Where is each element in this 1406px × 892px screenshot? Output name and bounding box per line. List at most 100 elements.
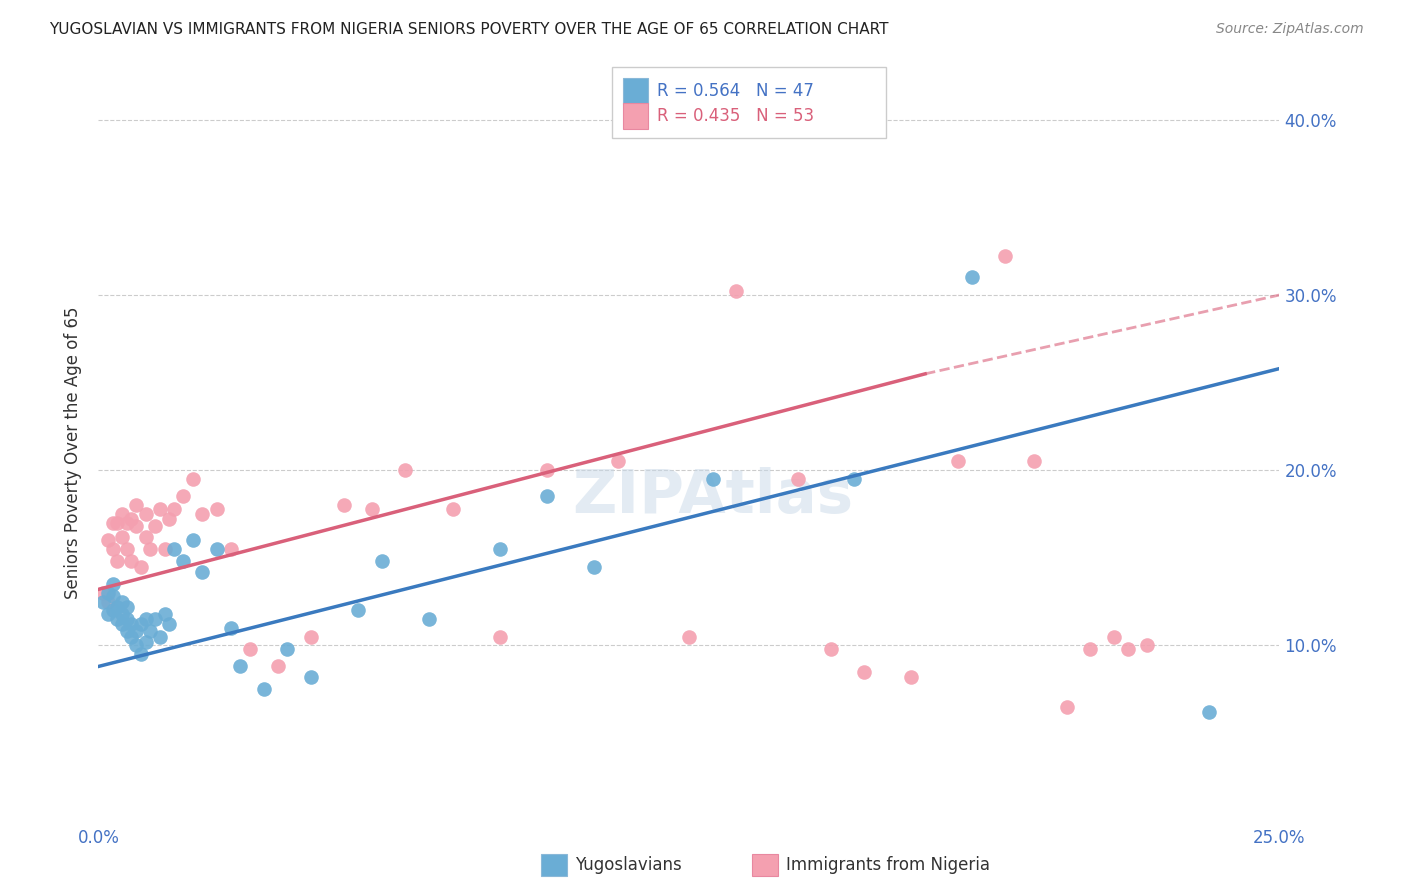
Point [135, 507, 157, 521]
Point [172, 490, 194, 504]
Point [111, 530, 134, 544]
Point [394, 463, 416, 477]
Point [143, 519, 166, 533]
Point [135, 530, 157, 544]
Point [97, 533, 120, 548]
Point [121, 617, 143, 632]
Point [1102, 630, 1125, 644]
Point [157, 512, 180, 526]
Point [101, 603, 124, 617]
Text: Immigrants from Nigeria: Immigrants from Nigeria [786, 856, 990, 874]
Point [149, 630, 172, 644]
Point [191, 507, 214, 521]
Y-axis label: Seniors Poverty Over the Age of 65: Seniors Poverty Over the Age of 65 [65, 307, 83, 599]
Text: Source: ZipAtlas.com: Source: ZipAtlas.com [1216, 22, 1364, 37]
Point [181, 472, 204, 486]
Point [115, 612, 138, 626]
Point [105, 554, 128, 568]
Point [121, 512, 143, 526]
Point [149, 501, 172, 516]
Point [489, 542, 512, 557]
Point [105, 612, 128, 626]
Point [181, 533, 204, 548]
Point [101, 577, 124, 591]
Point [111, 507, 134, 521]
Point [267, 659, 290, 673]
Point [101, 516, 124, 530]
Point [1136, 639, 1159, 653]
Point [900, 670, 922, 684]
Point [1198, 705, 1220, 719]
Point [111, 594, 134, 608]
Point [994, 249, 1017, 264]
Point [105, 599, 128, 614]
Point [219, 542, 242, 557]
Point [702, 472, 724, 486]
Point [121, 630, 143, 644]
Point [129, 647, 152, 661]
Point [191, 565, 214, 579]
Point [135, 635, 157, 649]
Text: Yugoslavians: Yugoslavians [575, 856, 682, 874]
Point [125, 519, 148, 533]
Point [157, 617, 180, 632]
Point [121, 554, 143, 568]
Point [97, 607, 120, 621]
Point [97, 586, 120, 600]
Point [1116, 642, 1139, 657]
Text: R = 0.435   N = 53: R = 0.435 N = 53 [657, 107, 814, 125]
Point [1056, 699, 1078, 714]
Point [786, 472, 808, 486]
Point [361, 501, 384, 516]
Point [91, 594, 114, 608]
Point [115, 516, 138, 530]
Point [418, 612, 440, 626]
Point [489, 630, 512, 644]
Point [111, 617, 134, 632]
Point [583, 559, 606, 574]
Point [115, 542, 138, 557]
Point [299, 630, 322, 644]
Point [163, 542, 186, 557]
Point [91, 586, 114, 600]
Point [678, 630, 700, 644]
Point [852, 665, 875, 679]
Point [205, 542, 228, 557]
Point [607, 454, 630, 468]
Point [239, 642, 262, 657]
Point [333, 498, 356, 512]
Point [129, 617, 152, 632]
Point [163, 501, 186, 516]
Point [205, 501, 228, 516]
Point [536, 490, 558, 504]
Point [153, 607, 176, 621]
Point [125, 639, 148, 653]
Point [820, 642, 842, 657]
Point [229, 659, 252, 673]
Point [441, 501, 464, 516]
Point [725, 285, 748, 299]
Point [962, 270, 984, 285]
Point [153, 542, 176, 557]
Point [1022, 454, 1045, 468]
Point [139, 542, 162, 557]
Point [135, 612, 157, 626]
Point [139, 624, 162, 639]
Text: ZIPAtlas: ZIPAtlas [572, 467, 853, 526]
Point [347, 603, 370, 617]
Text: YUGOSLAVIAN VS IMMIGRANTS FROM NIGERIA SENIORS POVERTY OVER THE AGE OF 65 CORREL: YUGOSLAVIAN VS IMMIGRANTS FROM NIGERIA S… [49, 22, 889, 37]
Text: R = 0.564   N = 47: R = 0.564 N = 47 [657, 82, 814, 100]
Point [143, 612, 166, 626]
Point [172, 554, 194, 568]
Point [115, 624, 138, 639]
Point [844, 472, 866, 486]
Point [97, 594, 120, 608]
Point [276, 642, 298, 657]
Point [219, 621, 242, 635]
Point [129, 559, 152, 574]
Point [125, 624, 148, 639]
Point [101, 542, 124, 557]
Point [125, 498, 148, 512]
Point [1080, 642, 1102, 657]
Point [101, 590, 124, 604]
